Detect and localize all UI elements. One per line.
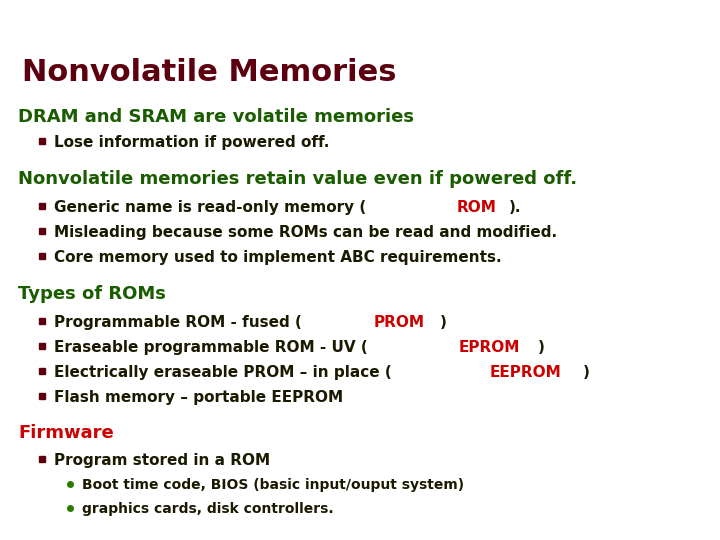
- Text: Generic name is read-only memory (: Generic name is read-only memory (: [54, 200, 366, 215]
- Text: EPROM: EPROM: [459, 340, 521, 355]
- Text: Program stored in a ROM: Program stored in a ROM: [54, 453, 270, 468]
- Text: graphics cards, disk controllers.: graphics cards, disk controllers.: [82, 502, 333, 516]
- Text: Lose information if powered off.: Lose information if powered off.: [54, 135, 329, 150]
- Text: DRAM and SRAM are volatile memories: DRAM and SRAM are volatile memories: [18, 108, 414, 126]
- Text: EEPROM: EEPROM: [490, 365, 562, 380]
- Text: ): ): [538, 340, 545, 355]
- Text: ).: ).: [508, 200, 521, 215]
- Text: Nonvolatile memories retain value even if powered off.: Nonvolatile memories retain value even i…: [18, 170, 577, 188]
- Text: Boot time code, BIOS (basic input/ouput system): Boot time code, BIOS (basic input/ouput …: [82, 478, 464, 492]
- Text: Flash memory – portable EEPROM: Flash memory – portable EEPROM: [54, 390, 343, 405]
- Text: ROM: ROM: [457, 200, 497, 215]
- Text: Nonvolatile Memories: Nonvolatile Memories: [22, 58, 397, 87]
- Text: ): ): [582, 365, 589, 380]
- Text: PROM: PROM: [374, 315, 425, 330]
- Text: Firmware: Firmware: [18, 424, 114, 442]
- Text: Types of ROMs: Types of ROMs: [18, 285, 166, 303]
- Text: Core memory used to implement ABC requirements.: Core memory used to implement ABC requir…: [54, 250, 502, 265]
- Text: Programmable ROM - fused (: Programmable ROM - fused (: [54, 315, 302, 330]
- Text: ): ): [440, 315, 446, 330]
- Text: Electrically eraseable PROM – in place (: Electrically eraseable PROM – in place (: [54, 365, 392, 380]
- Text: Eraseable programmable ROM - UV (: Eraseable programmable ROM - UV (: [54, 340, 368, 355]
- Text: Misleading because some ROMs can be read and modified.: Misleading because some ROMs can be read…: [54, 225, 557, 240]
